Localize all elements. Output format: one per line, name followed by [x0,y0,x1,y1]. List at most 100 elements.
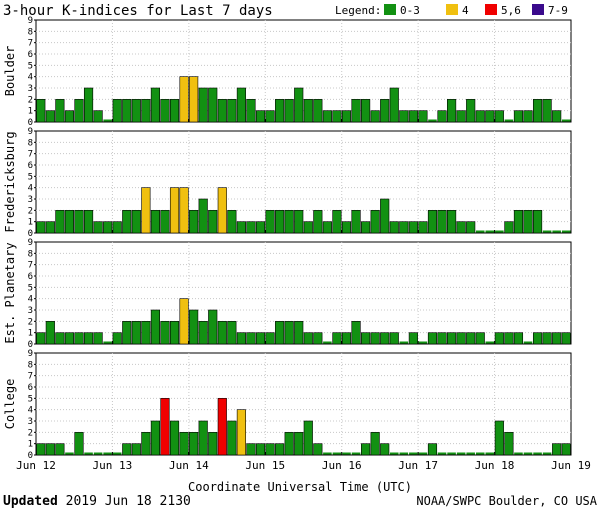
bar [561,332,571,345]
bar [504,332,514,345]
bar [265,443,275,456]
bar [341,332,352,345]
bar [303,221,313,234]
y-tick-label: 1 [28,107,33,117]
bar [341,110,352,123]
bar [532,99,543,123]
x-tick-label: Jun 19 [551,459,591,472]
y-tick-label: 6 [28,383,33,393]
bar [198,87,208,123]
y-tick-label: 9 [28,349,33,359]
panel-label: College [3,379,17,430]
bar [208,210,218,234]
bar [236,221,246,234]
bar [169,420,180,456]
bar [552,443,562,456]
bar [361,443,371,456]
bar [294,432,304,456]
y-tick-label: 7 [28,372,33,382]
bar [313,99,323,123]
bar [36,443,46,456]
bar [303,420,313,456]
bar [513,332,524,345]
updated-value: 2019 Jun 18 2130 [66,494,191,509]
bar [380,198,390,234]
x-tick-label: Jun 14 [169,459,209,472]
panel: 01 234 567 89 Est. Planetary [3,238,572,350]
y-tick-label: 9 [28,16,33,26]
bar [532,332,543,345]
bar [198,198,208,234]
bar [36,221,46,234]
y-tick-label: 0 [28,340,33,350]
bar [303,332,313,345]
bar [246,99,256,123]
y-tick-label: 3 [28,84,33,94]
legend: Legend: 0-3 4 5,6 7-9 [335,4,568,17]
y-tick-label: 9 [28,238,33,248]
bar [208,432,218,456]
bar [361,221,371,234]
bar [198,321,208,345]
y-tick-label: 1 [28,440,33,450]
y-tick-label: 6 [28,161,33,171]
bar [45,221,55,234]
bar [275,321,285,345]
bar [303,99,313,123]
bar [208,87,218,123]
bar [437,332,447,345]
panel: 01 234 567 89 College [3,349,572,461]
y-tick-label: 4 [28,406,33,416]
bar [141,187,151,234]
bar [198,420,208,456]
bar [275,99,285,123]
bar [466,332,476,345]
bar [380,99,390,123]
bar [189,309,199,345]
bar [93,332,103,345]
bar [389,221,399,234]
x-tick-label: Jun 13 [93,459,133,472]
bar [389,332,399,345]
bar [246,332,256,345]
bar [227,99,237,123]
bar [447,99,457,123]
bar [380,443,390,456]
bar [169,99,180,123]
credit-text: NOAA/SWPC Boulder, CO USA [416,494,597,508]
x-tick-label: Jun 18 [475,459,515,472]
bar [504,221,514,234]
y-tick-label: 6 [28,272,33,282]
bar [236,409,246,456]
updated-label: Updated [3,494,58,509]
bar [513,210,524,234]
chart-panels: 0123456789Boulder0123456789Fredericksbur… [3,16,572,461]
bar [74,210,84,234]
bar [131,210,141,234]
bar [122,210,132,234]
panel-frame [35,130,572,234]
bar [275,443,285,456]
bar [255,332,266,345]
bar [74,332,84,345]
bar [494,420,504,456]
bar [227,420,237,456]
bar [284,99,294,123]
bar [322,221,332,234]
legend-swatch [532,4,544,15]
bar [55,332,65,345]
y-tick-label: 5 [28,283,33,293]
bar [169,187,180,234]
bar [45,110,55,123]
y-tick-label: 0 [28,451,33,461]
bar [456,221,466,234]
y-tick-label: 7 [28,39,33,49]
bar [351,321,361,345]
y-tick-label: 2 [28,317,33,327]
footer: Updated 2019 Jun 18 2130 NOAA/SWPC Bould… [3,494,598,509]
bar [189,210,199,234]
bar [399,110,409,123]
y-tick-label: 1 [28,329,33,339]
bar [131,99,141,123]
y-tick-label: 8 [28,138,33,148]
